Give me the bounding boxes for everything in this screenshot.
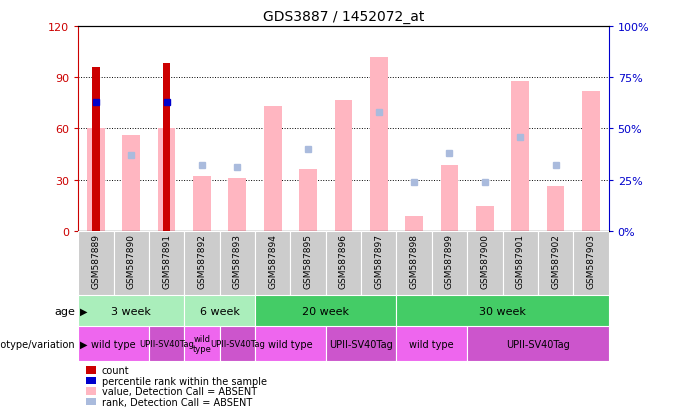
Text: genotype/variation: genotype/variation — [0, 339, 75, 349]
Bar — [264, 107, 282, 231]
Title: GDS3887 / 1452072_at: GDS3887 / 1452072_at — [262, 10, 424, 24]
Bar — [122, 135, 140, 231]
Bar — [396, 295, 609, 326]
Text: wild
type: wild type — [192, 334, 211, 354]
Text: percentile rank within the sample: percentile rank within the sample — [102, 375, 267, 386]
Bar — [432, 231, 467, 295]
Bar — [396, 326, 467, 361]
Bar — [476, 207, 494, 231]
Text: GSM587895: GSM587895 — [303, 233, 313, 288]
Bar — [87, 129, 105, 231]
Text: GSM587900: GSM587900 — [480, 233, 490, 288]
Bar — [86, 377, 96, 384]
Bar — [193, 176, 211, 231]
Bar — [184, 295, 255, 326]
Text: 20 week: 20 week — [302, 306, 350, 316]
Text: rank, Detection Call = ABSENT: rank, Detection Call = ABSENT — [102, 397, 252, 407]
Bar — [290, 231, 326, 295]
Bar — [370, 57, 388, 231]
Text: ▶: ▶ — [80, 306, 87, 316]
Text: GSM587894: GSM587894 — [268, 233, 277, 288]
Bar — [184, 231, 220, 295]
Bar — [92, 68, 100, 231]
Text: wild type: wild type — [268, 339, 313, 349]
Text: UPII-SV40Tag: UPII-SV40Tag — [506, 339, 570, 349]
Bar — [573, 231, 609, 295]
Text: wild type: wild type — [409, 339, 454, 349]
Bar — [255, 326, 326, 361]
Bar — [299, 170, 317, 231]
Text: 6 week: 6 week — [200, 306, 239, 316]
Text: GSM587893: GSM587893 — [233, 233, 242, 288]
Text: UPII-SV40Tag: UPII-SV40Tag — [139, 339, 194, 348]
Text: GSM587902: GSM587902 — [551, 233, 560, 288]
Bar — [228, 178, 246, 231]
Text: GSM587889: GSM587889 — [91, 233, 101, 288]
Text: GSM587890: GSM587890 — [126, 233, 136, 288]
Text: GSM587899: GSM587899 — [445, 233, 454, 288]
Bar — [326, 231, 361, 295]
Bar — [86, 387, 96, 395]
Text: age: age — [54, 306, 75, 316]
Bar — [78, 231, 114, 295]
Text: GSM587896: GSM587896 — [339, 233, 348, 288]
Text: 3 week: 3 week — [112, 306, 151, 316]
Text: UPII-SV40Tag: UPII-SV40Tag — [329, 339, 393, 349]
Bar — [582, 92, 600, 231]
Bar — [467, 326, 609, 361]
Bar — [467, 231, 503, 295]
Text: GSM587903: GSM587903 — [586, 233, 596, 288]
Bar — [538, 231, 573, 295]
Bar — [255, 231, 290, 295]
Bar — [503, 231, 538, 295]
Bar — [361, 231, 396, 295]
Bar — [158, 129, 175, 231]
Text: ▶: ▶ — [80, 339, 87, 349]
Bar — [163, 64, 171, 231]
Bar — [114, 231, 149, 295]
Text: count: count — [102, 365, 130, 375]
Bar — [86, 366, 96, 374]
Bar — [149, 231, 184, 295]
Text: GSM587901: GSM587901 — [515, 233, 525, 288]
Bar — [184, 326, 220, 361]
Text: 30 week: 30 week — [479, 306, 526, 316]
Text: wild type: wild type — [91, 339, 136, 349]
Bar — [220, 326, 255, 361]
Bar — [149, 326, 184, 361]
Bar — [220, 231, 255, 295]
Text: GSM587898: GSM587898 — [409, 233, 419, 288]
Text: GSM587891: GSM587891 — [162, 233, 171, 288]
Bar — [441, 166, 458, 231]
Text: GSM587897: GSM587897 — [374, 233, 384, 288]
Bar — [255, 295, 396, 326]
Bar — [511, 82, 529, 231]
Text: value, Detection Call = ABSENT: value, Detection Call = ABSENT — [102, 386, 257, 396]
Text: GSM587892: GSM587892 — [197, 233, 207, 288]
Bar — [396, 231, 432, 295]
Bar — [547, 186, 564, 231]
Bar — [326, 326, 396, 361]
Bar — [78, 295, 184, 326]
Bar — [405, 217, 423, 231]
Bar — [335, 100, 352, 231]
Bar — [78, 326, 149, 361]
Text: UPII-SV40Tag: UPII-SV40Tag — [210, 339, 265, 348]
Bar — [86, 398, 96, 405]
